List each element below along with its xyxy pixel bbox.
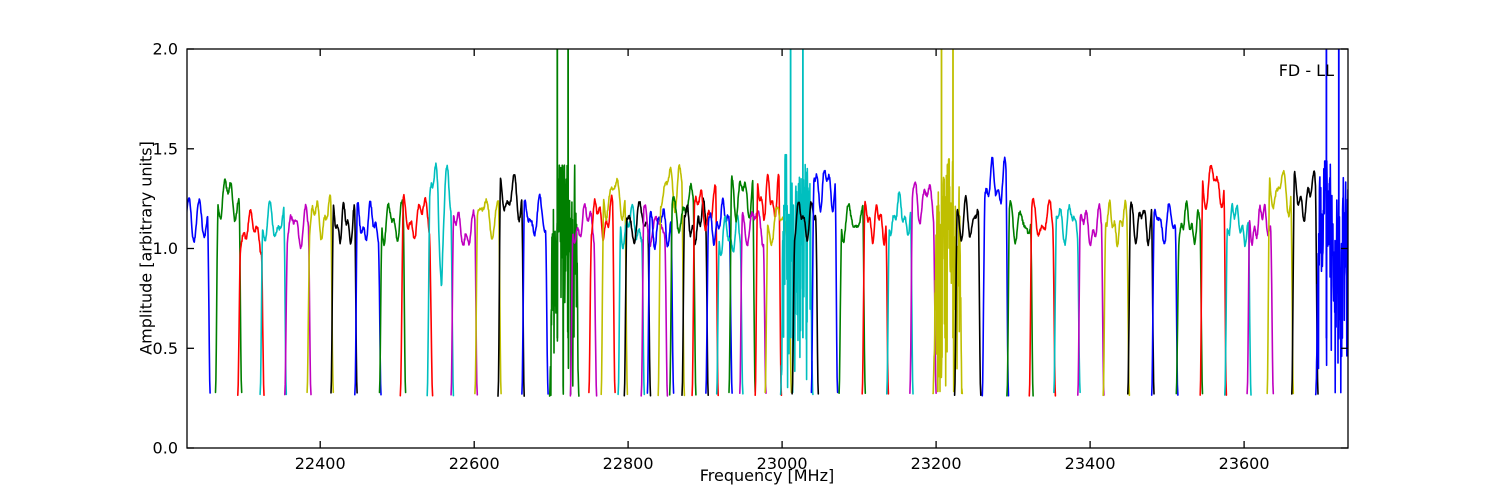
subband-trace: [600, 177, 629, 396]
subband-trace: [932, 158, 964, 395]
subband-trace: [810, 169, 839, 394]
y-tick-label: 0.0: [153, 439, 178, 458]
subband-trace: [728, 175, 757, 394]
y-axis-title: Amplitude [arbitrary units]: [136, 141, 156, 355]
subband-trace: [1224, 202, 1252, 396]
y-tick-label: 1.0: [153, 239, 178, 258]
subband-trace: [640, 204, 669, 397]
subband-trace: [715, 214, 744, 395]
x-tick-label: 22400: [295, 454, 346, 473]
subband-trace: [1102, 199, 1131, 397]
subband-trace: [283, 203, 312, 396]
subband-trace: [497, 174, 526, 397]
subband-trace: [353, 200, 382, 396]
x-tick-label: 23600: [1219, 454, 1270, 473]
subband-trace: [330, 201, 358, 394]
subband-trace: [1077, 203, 1105, 396]
subband-trace: [474, 198, 502, 395]
subband-trace: [450, 209, 479, 396]
subband-trace: [885, 191, 914, 395]
subband-trace: [259, 200, 288, 396]
subband-trace: [1150, 203, 1179, 396]
subband-trace: [1006, 200, 1034, 397]
x-axis-title: Frequency [MHz]: [699, 466, 835, 485]
subband-trace: [705, 197, 733, 394]
subband-trace: [378, 199, 407, 394]
subband-trace: [214, 178, 243, 394]
subband-trace: [754, 173, 783, 397]
subband-traces: [187, 49, 1348, 397]
subband-trace: [1028, 197, 1057, 397]
subband-trace: [187, 197, 211, 394]
x-tick-label: 22600: [449, 454, 500, 473]
y-tick-label: 1.5: [153, 139, 178, 158]
subband-trace: [548, 164, 580, 397]
subband-trace: [1127, 201, 1155, 395]
x-tick-label: 23200: [911, 454, 962, 473]
subband-trace: [399, 193, 434, 397]
subband-trace: [623, 201, 652, 397]
subband-trace: [306, 194, 335, 394]
x-tick-label: 22800: [603, 454, 654, 473]
subband-trace: [1291, 170, 1319, 395]
subband-trace: [691, 184, 720, 397]
y-tick-label: 2.0: [153, 40, 178, 59]
subband-trace: [657, 164, 686, 397]
subband-trace: [617, 203, 646, 396]
subband-trace: [779, 153, 814, 396]
subband-trace: [1053, 204, 1081, 394]
subband-trace: [838, 203, 867, 395]
subband-trace: [681, 197, 710, 397]
subband-trace: [738, 210, 767, 395]
subband-trace: [1199, 164, 1228, 396]
subband-trace: [1314, 160, 1348, 396]
subband-trace: [1266, 169, 1295, 395]
subband-trace: [953, 194, 982, 397]
subband-trace: [426, 162, 455, 397]
subband-trace: [521, 193, 549, 395]
subband-trace: [981, 156, 1010, 397]
subband-trace: [588, 194, 616, 394]
station-polarization-label: FD - LL: [1278, 61, 1334, 80]
x-tick-label: 23400: [1065, 454, 1116, 473]
subband-trace: [1175, 200, 1204, 395]
subband-trace: [909, 181, 937, 395]
subband-trace: [861, 200, 890, 395]
x-tick-label: 23000: [757, 454, 808, 473]
subband-trace: [668, 182, 697, 396]
y-tick-label: 0.5: [153, 339, 178, 358]
subband-trace: [237, 209, 265, 397]
